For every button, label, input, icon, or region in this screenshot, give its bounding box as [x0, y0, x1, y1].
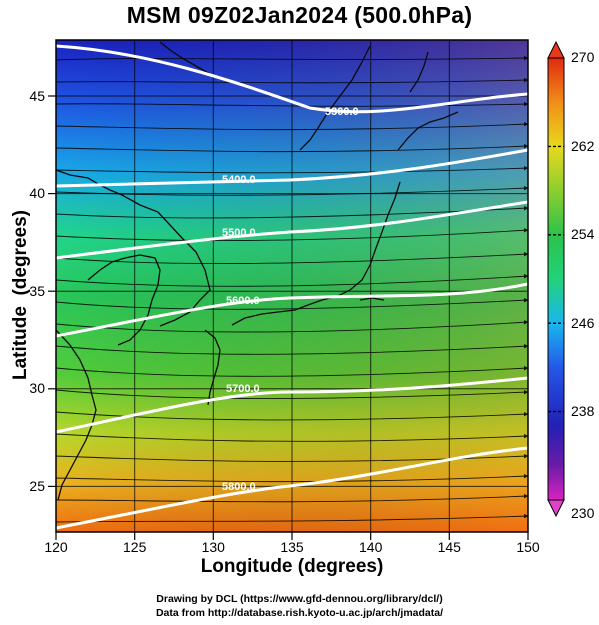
- contour-label-5500: 5500.0: [222, 227, 256, 239]
- contour-line-5600: [56, 282, 528, 338]
- x-tick-120: 120: [44, 539, 68, 555]
- contour-label-5300: 5300.0: [325, 106, 359, 118]
- contour-label-5700: 5700.0: [226, 383, 260, 395]
- y-tick-45: 45: [29, 88, 45, 104]
- contour-labels: 5300.0 5400.0 5500.0 5600.0 5700.0 5800.…: [222, 106, 359, 493]
- y-axis-label: Latitude (degrees): [10, 210, 31, 380]
- y-tick-25: 25: [29, 478, 45, 494]
- x-tick-145: 145: [438, 539, 462, 555]
- colorbar-label-262: 262: [571, 138, 595, 154]
- colorbar-label-238: 238: [571, 403, 595, 419]
- contour-label-5800: 5800.0: [222, 481, 256, 493]
- contour-line-5300: [56, 44, 528, 114]
- x-tick-130: 130: [202, 539, 226, 555]
- colorbar-max-arrow: [547, 40, 565, 59]
- x-tick-125: 125: [123, 539, 147, 555]
- y-tick-labels: 25 30 35 40 45: [29, 88, 45, 494]
- y-tick-30: 30: [29, 380, 45, 396]
- x-tick-labels: 120 125 130 135 140 145 150: [44, 539, 540, 555]
- colorbar-label-246: 246: [571, 315, 595, 331]
- x-tick-135: 135: [280, 539, 304, 555]
- contour-line-5400: [56, 148, 528, 188]
- colorbar: 270 262 254 246 238 230: [547, 40, 595, 521]
- map-plot-area: 5300.0 5400.0 5500.0 5600.0 5700.0 5800.…: [56, 40, 528, 532]
- x-axis-label: Longitude (degrees): [200, 556, 384, 577]
- contour-label-5600: 5600.0: [226, 295, 260, 307]
- credit-data-source: Data from http://database.rish.kyoto-u.a…: [155, 607, 444, 619]
- axis-ticks: [48, 95, 529, 540]
- x-tick-150: 150: [516, 539, 540, 555]
- x-tick-140: 140: [359, 539, 383, 555]
- y-tick-35: 35: [29, 283, 45, 299]
- contour-line-5700: [56, 376, 528, 434]
- credit-drawing: Drawing by DCL (https://www.gfd-dennou.o…: [156, 593, 443, 605]
- colorbar-min-arrow: [547, 499, 565, 518]
- colorbar-scale: [547, 57, 565, 501]
- colorbar-label-min: 230: [571, 505, 595, 521]
- contour-line-5800: [56, 446, 528, 530]
- contour-line-5500: [56, 200, 528, 260]
- y-tick-40: 40: [29, 185, 45, 201]
- colorbar-label-254: 254: [571, 226, 595, 242]
- graticule: [56, 40, 528, 532]
- map-title: MSM 09Z02Jan2024 (500.0hPa): [126, 2, 473, 28]
- height-contours: [56, 44, 528, 530]
- colorbar-label-max: 270: [571, 49, 595, 65]
- contour-label-5400: 5400.0: [222, 174, 256, 186]
